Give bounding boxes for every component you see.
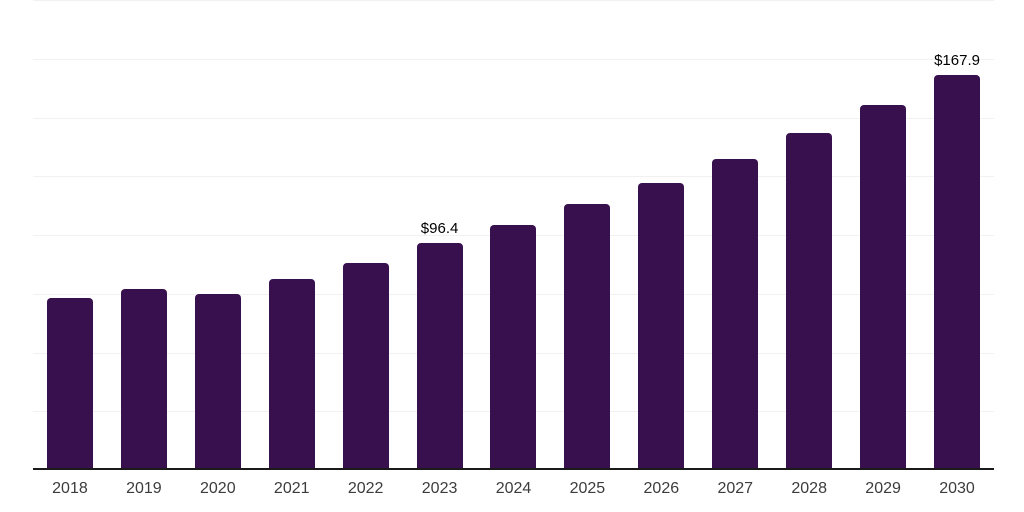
x-tick-label-2026: 2026 — [643, 480, 680, 497]
bar-series: $96.4 $167.9 — [33, 0, 994, 470]
bar-2021 — [268, 279, 315, 470]
bar-2018 — [46, 297, 93, 470]
plot-area: $96.4 $167.9 — [33, 0, 994, 470]
gridline-y-175 — [33, 58, 994, 60]
bar-2027 — [712, 158, 759, 470]
bar-2019 — [120, 289, 167, 470]
bar-band-2022 — [329, 0, 403, 470]
bar-band-2023: $96.4 — [403, 0, 477, 470]
x-tick-label-2023: 2023 — [421, 480, 458, 497]
bar-2029 — [860, 105, 907, 470]
x-tick-label-2019: 2019 — [126, 480, 162, 497]
gridline-y-125 — [33, 176, 994, 178]
x-tick-label-2029: 2029 — [865, 480, 901, 497]
bar-2025 — [564, 204, 611, 470]
x-tick-label-2020: 2020 — [200, 480, 236, 497]
bar-band-2027 — [698, 0, 772, 470]
bar-band-2019 — [107, 0, 181, 470]
bar-band-2030: $167.9 — [920, 0, 994, 470]
bar-band-2029 — [846, 0, 920, 470]
x-tick-label-2021: 2021 — [273, 480, 310, 497]
bar-band-2020 — [181, 0, 255, 470]
gridline-y-200 — [33, 0, 994, 1]
x-tick-label-2030: 2030 — [939, 480, 975, 497]
bar-band-2026 — [624, 0, 698, 470]
bar-band-2021 — [255, 0, 329, 470]
bar-2020 — [194, 293, 241, 470]
bar-2022 — [342, 262, 389, 470]
bar-band-2028 — [772, 0, 846, 470]
bar-2030 — [934, 75, 981, 470]
bar-2028 — [786, 133, 833, 470]
x-tick-label-2027: 2027 — [717, 480, 754, 497]
x-axis-tick-labels: 2018 2019 2020 2021 2022 2023 2024 2025 2026 2027… — [33, 479, 994, 498]
data-label-2030: $167.9 — [934, 52, 980, 70]
gridline-y-150 — [33, 117, 994, 119]
x-tick-label-2024: 2024 — [495, 480, 532, 497]
x-tick-label-2022: 2022 — [347, 480, 384, 497]
x-tick-label-2025: 2025 — [569, 480, 606, 497]
bar-band-2024 — [477, 0, 551, 470]
bar-2023 — [416, 243, 463, 470]
x-tick-label-2018: 2018 — [52, 480, 88, 497]
x-axis-line — [33, 468, 994, 470]
bar-2024 — [490, 224, 537, 470]
data-label-2023: $96.4 — [420, 220, 459, 238]
bar-2026 — [638, 182, 685, 470]
bar-band-2018 — [33, 0, 107, 470]
x-tick-label-2028: 2028 — [791, 480, 827, 497]
bar-band-2025 — [550, 0, 624, 470]
